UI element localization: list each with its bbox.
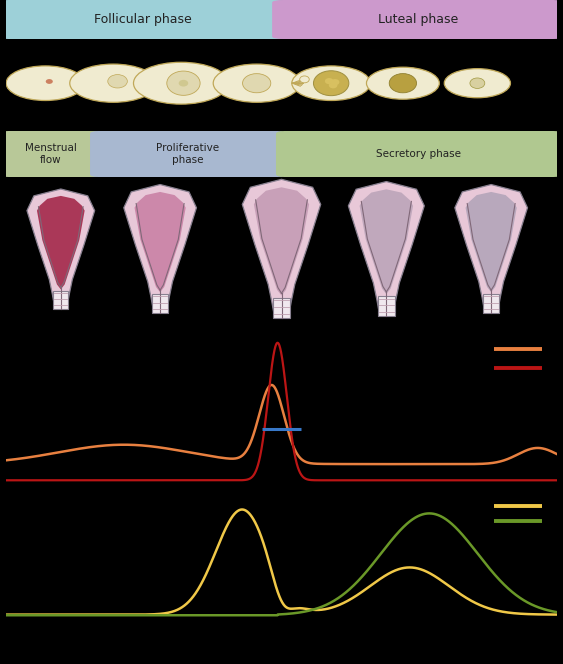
Ellipse shape [167, 71, 200, 96]
Ellipse shape [292, 66, 370, 100]
Polygon shape [466, 192, 517, 292]
Polygon shape [242, 179, 321, 319]
Text: Proliferative
phase: Proliferative phase [156, 143, 219, 165]
Ellipse shape [329, 82, 337, 88]
Polygon shape [348, 181, 425, 316]
Polygon shape [360, 189, 413, 294]
Text: Secretory phase: Secretory phase [377, 149, 462, 159]
Polygon shape [483, 294, 499, 313]
Polygon shape [254, 187, 309, 295]
FancyBboxPatch shape [0, 0, 289, 39]
Ellipse shape [325, 78, 333, 84]
Ellipse shape [46, 79, 53, 84]
Polygon shape [455, 185, 528, 313]
Ellipse shape [178, 80, 188, 86]
Ellipse shape [133, 62, 229, 104]
Text: Menstrual
flow: Menstrual flow [25, 143, 77, 165]
Ellipse shape [300, 76, 309, 83]
Text: 7: 7 [140, 640, 148, 653]
Text: 28: 28 [549, 640, 563, 653]
Ellipse shape [70, 64, 157, 102]
Text: 14: 14 [274, 640, 289, 653]
Polygon shape [135, 192, 186, 292]
Polygon shape [152, 294, 168, 313]
FancyBboxPatch shape [0, 131, 102, 177]
Text: 21: 21 [412, 640, 427, 653]
Polygon shape [27, 189, 95, 309]
FancyBboxPatch shape [90, 131, 286, 177]
Polygon shape [124, 185, 196, 313]
Text: 0: 0 [2, 640, 10, 653]
Text: Follicular phase: Follicular phase [94, 13, 192, 26]
Polygon shape [378, 296, 395, 316]
Ellipse shape [108, 74, 127, 88]
Ellipse shape [389, 74, 417, 93]
Ellipse shape [213, 64, 300, 102]
Polygon shape [272, 298, 291, 319]
Ellipse shape [314, 71, 349, 96]
FancyBboxPatch shape [276, 131, 562, 177]
Ellipse shape [367, 67, 439, 99]
Ellipse shape [331, 79, 339, 85]
Ellipse shape [470, 78, 485, 88]
Text: Luteal phase: Luteal phase [378, 13, 458, 26]
Polygon shape [53, 291, 69, 309]
Ellipse shape [6, 66, 84, 100]
Ellipse shape [444, 68, 511, 98]
Ellipse shape [243, 74, 271, 93]
Polygon shape [37, 196, 84, 290]
FancyBboxPatch shape [272, 0, 563, 39]
